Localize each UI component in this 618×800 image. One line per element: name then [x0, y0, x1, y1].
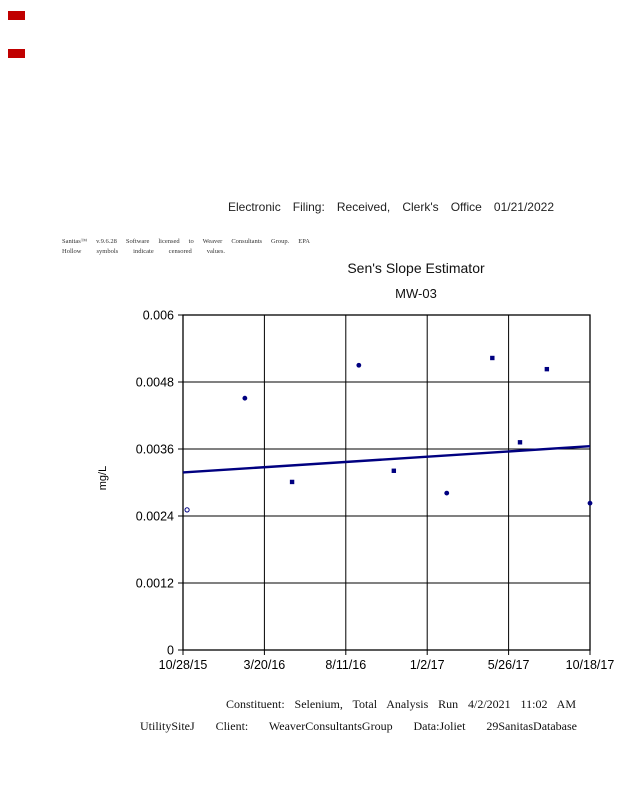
censored-symbols-note: Hollow symbols indicate censored values. [62, 248, 225, 255]
x-tick-label: 10/18/17 [566, 658, 615, 672]
y-tick-label: 0.0024 [136, 510, 174, 524]
sen-slope-chart: 0 0.0012 0.0024 0.0036 0.0048 0.006 10/28/15 3/… [97, 309, 615, 673]
plot-frame [182, 314, 591, 651]
y-tick-label: 0 [167, 644, 174, 658]
data-point-square [391, 468, 397, 473]
y-tick-label: 0.0048 [136, 376, 174, 390]
site-client-caption: UtilitySiteJ Client: WeaverConsultantsGr… [140, 719, 577, 733]
x-tick-label: 8/11/16 [325, 658, 366, 672]
data-point-square [517, 440, 523, 445]
y-axis-label: mg/L [97, 466, 109, 490]
red-stamp-icon [8, 11, 25, 20]
red-stamp-icon [8, 49, 25, 58]
chart-subtitle-well-id: MW-03 [395, 286, 437, 301]
y-tick-label: 0.0036 [136, 443, 174, 457]
constituent-caption: Constituent: Selenium, Total Analysis Ru… [226, 697, 576, 711]
data-point-circle [242, 395, 248, 401]
y-tick-label: 0.006 [143, 309, 174, 323]
data-point-square [544, 366, 550, 372]
y-tick-label: 0.0012 [136, 577, 174, 591]
x-tick-label: 10/28/15 [159, 658, 208, 672]
x-tick-label: 1/2/17 [410, 658, 445, 672]
filing-header: Electronic Filing: Received, Clerk's Off… [228, 200, 554, 214]
data-point-square [289, 479, 295, 485]
software-license-note: Sanitas™ v.9.6.28 Software licensed to W… [62, 238, 310, 245]
data-point-circle [444, 490, 450, 496]
data-point-circle [356, 362, 362, 368]
data-point-square [490, 355, 495, 361]
data-point-censored [184, 507, 190, 513]
data-point-circle [587, 500, 593, 506]
trend-line [182, 445, 591, 474]
x-tick-label: 3/20/16 [244, 658, 286, 672]
x-tick-label: 5/26/17 [488, 658, 530, 672]
chart-title: Sen's Slope Estimator [347, 260, 485, 276]
